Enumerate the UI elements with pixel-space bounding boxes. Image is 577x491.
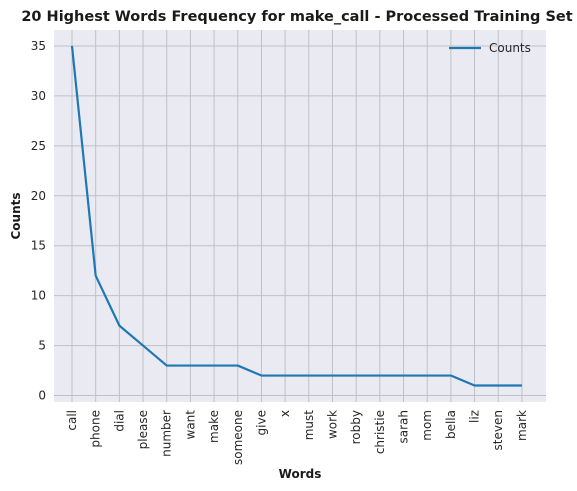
x-tick-label-give: give: [254, 410, 268, 435]
x-tick-label-mark: mark: [515, 410, 529, 441]
x-tick-label-someone: someone: [231, 410, 245, 465]
y-axis-label: Counts: [9, 192, 23, 239]
x-axis-label: Words: [279, 467, 322, 481]
tick-labels: call phone dial please number want make someone…: [31, 39, 529, 465]
y-tick-label-35: 35: [31, 39, 46, 53]
x-tick-label-liz: liz: [468, 410, 482, 423]
y-tick-label-25: 25: [31, 139, 46, 153]
y-tick-label-15: 15: [31, 239, 46, 253]
y-tick-label-20: 20: [31, 189, 46, 203]
y-tick-label-0: 0: [38, 389, 46, 403]
x-tick-label-x: x: [278, 410, 292, 417]
x-tick-label-steven: steven: [491, 410, 505, 450]
x-tick-label-please: please: [136, 410, 150, 449]
x-tick-label-bella: bella: [444, 410, 458, 439]
x-tick-label-number: number: [160, 410, 174, 457]
y-tick-label-30: 30: [31, 89, 46, 103]
series-line-counts: [70, 45, 522, 387]
x-tick-label-call: call: [65, 410, 79, 431]
x-tick-label-christie: christie: [373, 410, 387, 454]
chart-title: 20 Highest Words Frequency for make_call…: [21, 9, 572, 25]
x-tick-label-must: must: [302, 410, 316, 441]
x-tick-label-mom: mom: [420, 410, 434, 441]
y-tick-label-10: 10: [31, 289, 46, 303]
x-tick-label-dial: dial: [112, 410, 126, 432]
x-tick-label-make: make: [207, 410, 221, 443]
x-tick-label-want: want: [183, 410, 197, 440]
x-tick-label-sarah: sarah: [397, 410, 411, 444]
legend: Counts: [449, 41, 531, 55]
plot-area: [54, 30, 546, 402]
x-tick-label-robby: robby: [349, 410, 363, 444]
legend-label-counts: Counts: [489, 41, 531, 55]
x-tick-label-work: work: [325, 410, 339, 439]
grid-lines: [54, 30, 546, 402]
x-tick-label-phone: phone: [89, 410, 103, 448]
y-tick-label-5: 5: [38, 339, 46, 353]
